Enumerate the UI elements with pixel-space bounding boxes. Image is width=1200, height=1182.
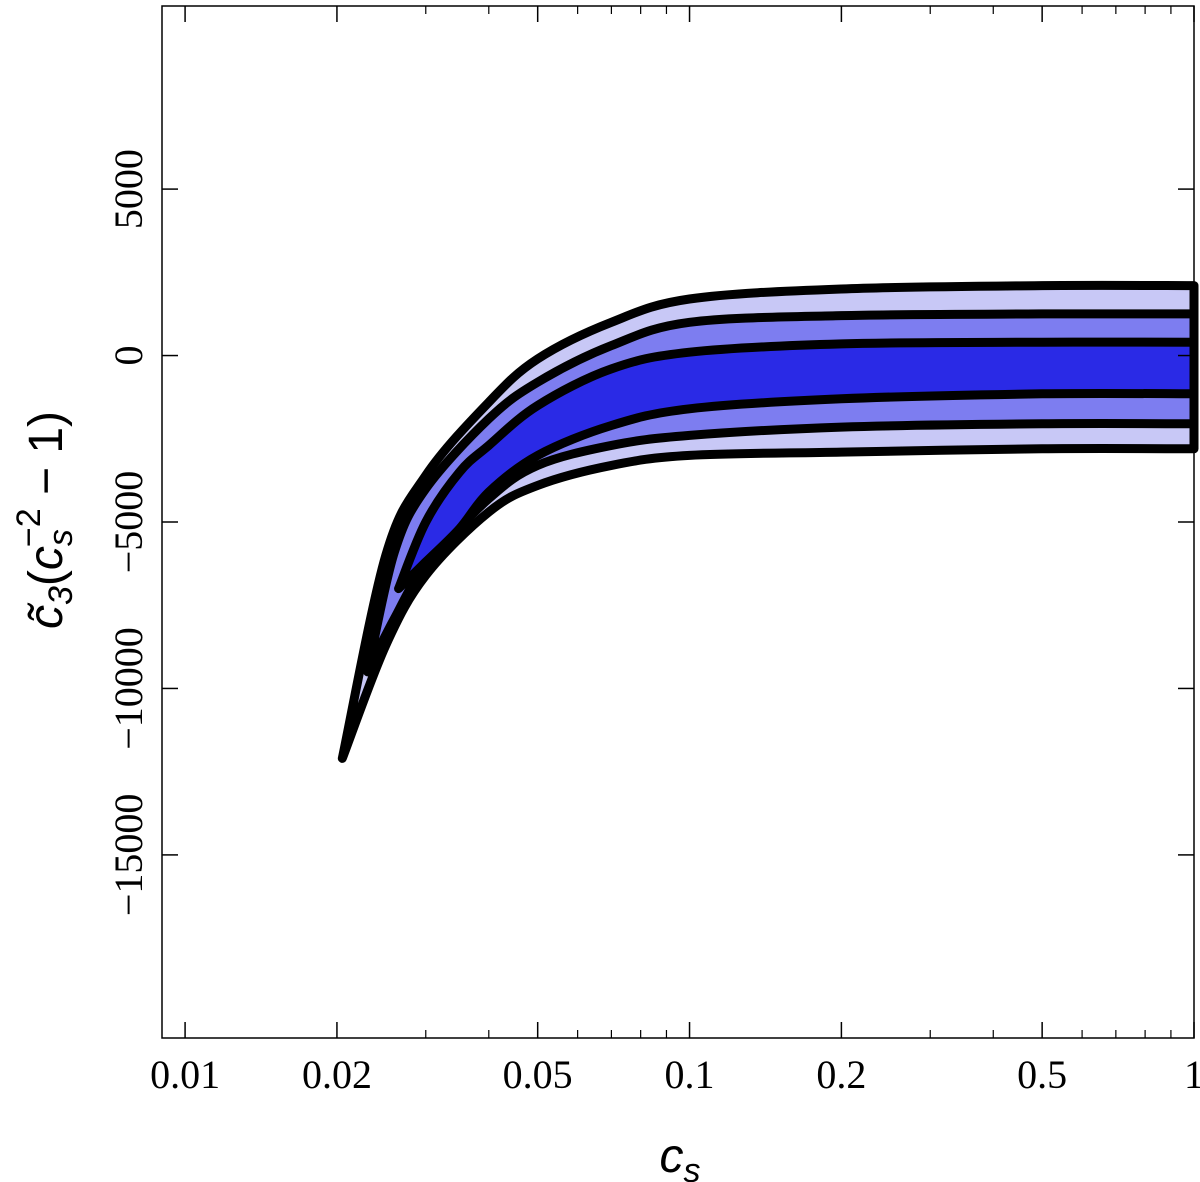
y-tick-label: −15000 [106, 794, 151, 917]
x-tick-label: 0.5 [1017, 1052, 1067, 1097]
x-tick-label: 0.1 [665, 1052, 715, 1097]
x-tick-label: 0.02 [302, 1052, 372, 1097]
x-tick-label: 0.05 [503, 1052, 573, 1097]
axis-ticks: 0.01 0.02 0.05 0.1 0.2 0.5 1 5000 0 −5000 −10000 −1… [106, 6, 1200, 1097]
x-axis-title: cs [660, 1130, 701, 1182]
x-tick-label: 0.01 [150, 1052, 220, 1097]
x-tick-label: 0.2 [816, 1052, 866, 1097]
y-axis-title: c̃3(cs−2 − 1) [10, 411, 80, 629]
y-tick-label: 0 [106, 346, 151, 366]
y-tick-label: 5000 [106, 149, 151, 229]
plot-frame [161, 5, 1195, 1039]
y-tick-label: −10000 [106, 627, 151, 750]
confidence-regions [337, 280, 1199, 763]
y-tick-label: −5000 [106, 471, 151, 574]
x-tick-label: 1 [1184, 1052, 1200, 1097]
